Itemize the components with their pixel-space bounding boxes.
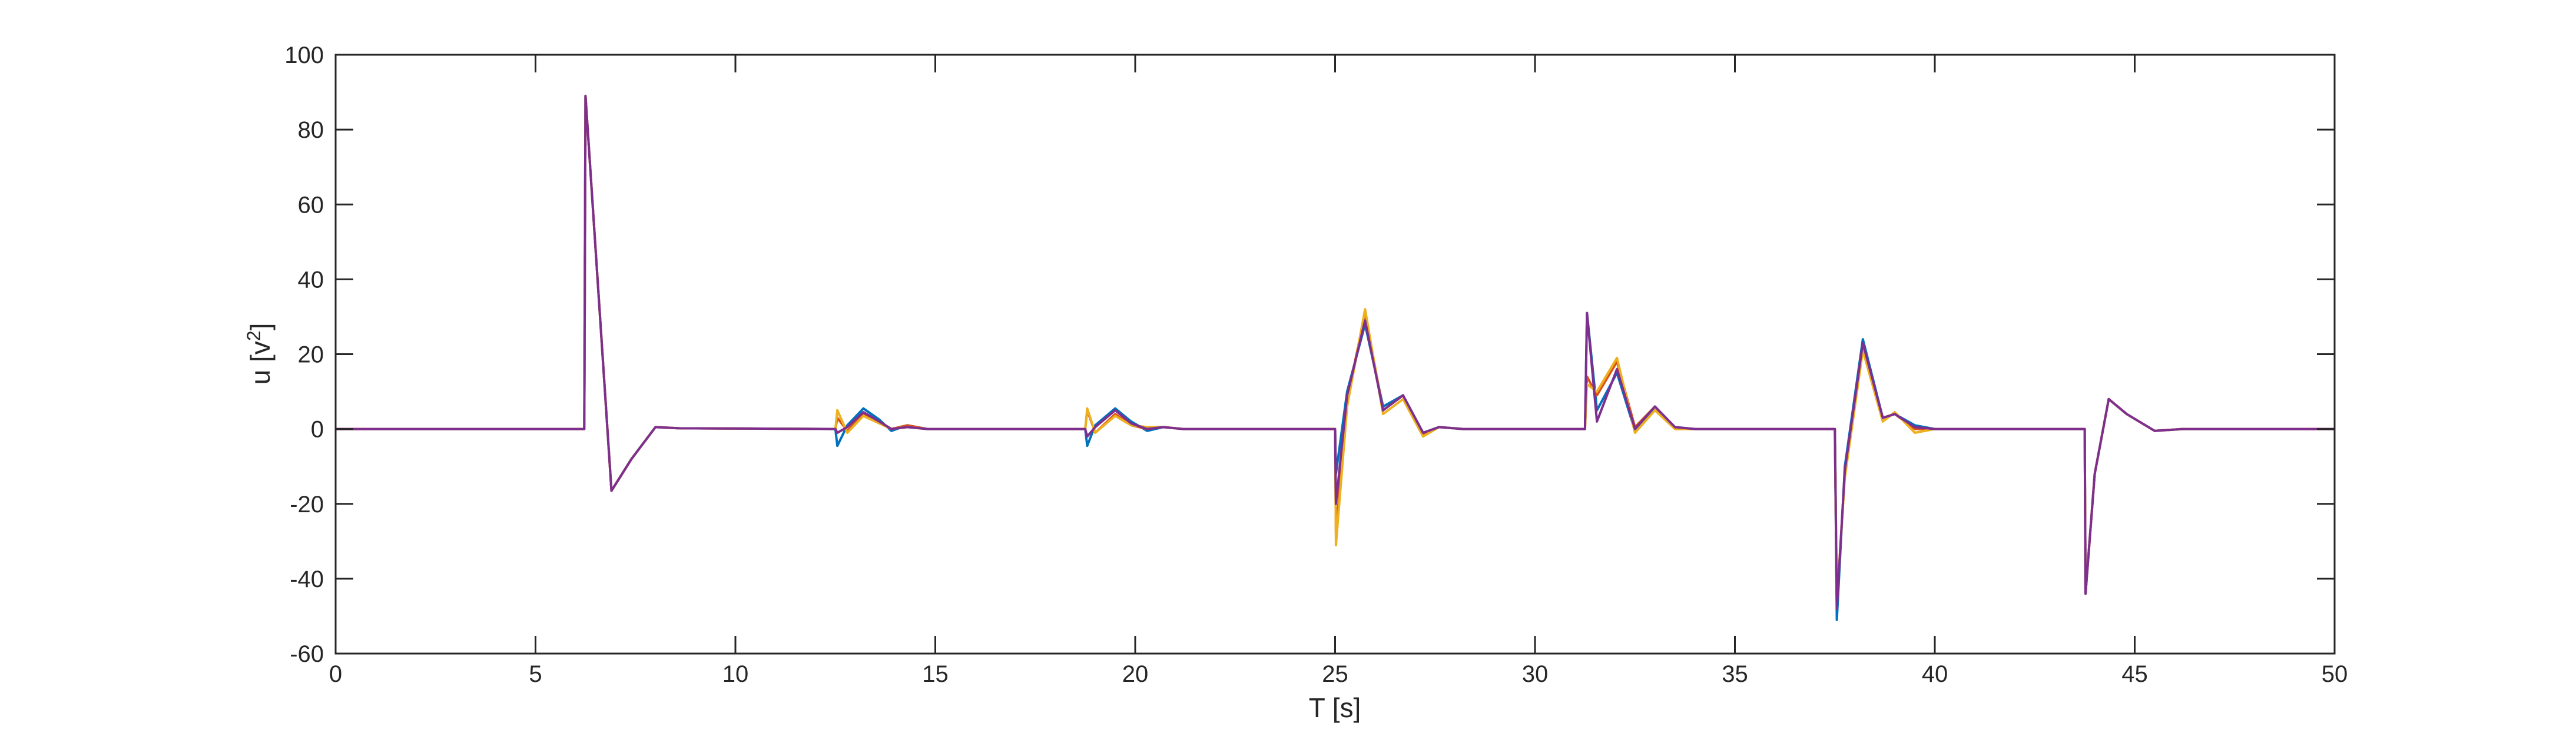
y-axis-label-end: ] bbox=[245, 323, 276, 331]
x-tick-label: 30 bbox=[1522, 661, 1549, 687]
series-line-4 bbox=[336, 94, 2335, 610]
x-tick-label: 50 bbox=[2322, 661, 2348, 687]
y-axis-label: u [v2] bbox=[243, 323, 276, 385]
y-tick-label: 80 bbox=[298, 117, 324, 143]
y-tick-label: -20 bbox=[290, 492, 324, 518]
y-axis-label-base: u [v bbox=[245, 341, 276, 384]
x-tick-label: 35 bbox=[1722, 661, 1748, 687]
x-axis-label: T [s] bbox=[1309, 692, 1361, 723]
series-line-1 bbox=[336, 94, 2335, 621]
y-tick-label: -60 bbox=[290, 641, 324, 667]
y-tick-label: 60 bbox=[298, 192, 324, 218]
x-tick-label: 20 bbox=[1122, 661, 1149, 687]
y-tick-label: -40 bbox=[290, 566, 324, 592]
ticks-layer: 0 5 10 15 20 25 30 35 40 45 50 -60 -40 -20 0 20 40 60 80 10… bbox=[284, 42, 2348, 687]
y-tick-label: 40 bbox=[298, 267, 324, 293]
y-axis-label-superscript: 2 bbox=[243, 330, 264, 341]
series-line-3 bbox=[336, 94, 2335, 602]
x-tick-label: 40 bbox=[1922, 661, 1948, 687]
y-tick-label: 0 bbox=[311, 417, 324, 443]
y-tick-label: 100 bbox=[284, 42, 324, 68]
y-tick-label: 20 bbox=[298, 342, 324, 368]
x-tick-label: 0 bbox=[329, 661, 342, 687]
x-tick-label: 15 bbox=[922, 661, 949, 687]
x-tick-label: 25 bbox=[1322, 661, 1348, 687]
x-tick-label: 10 bbox=[722, 661, 749, 687]
x-tick-label: 5 bbox=[529, 661, 542, 687]
series-layer bbox=[336, 94, 2335, 621]
x-tick-label: 45 bbox=[2121, 661, 2148, 687]
